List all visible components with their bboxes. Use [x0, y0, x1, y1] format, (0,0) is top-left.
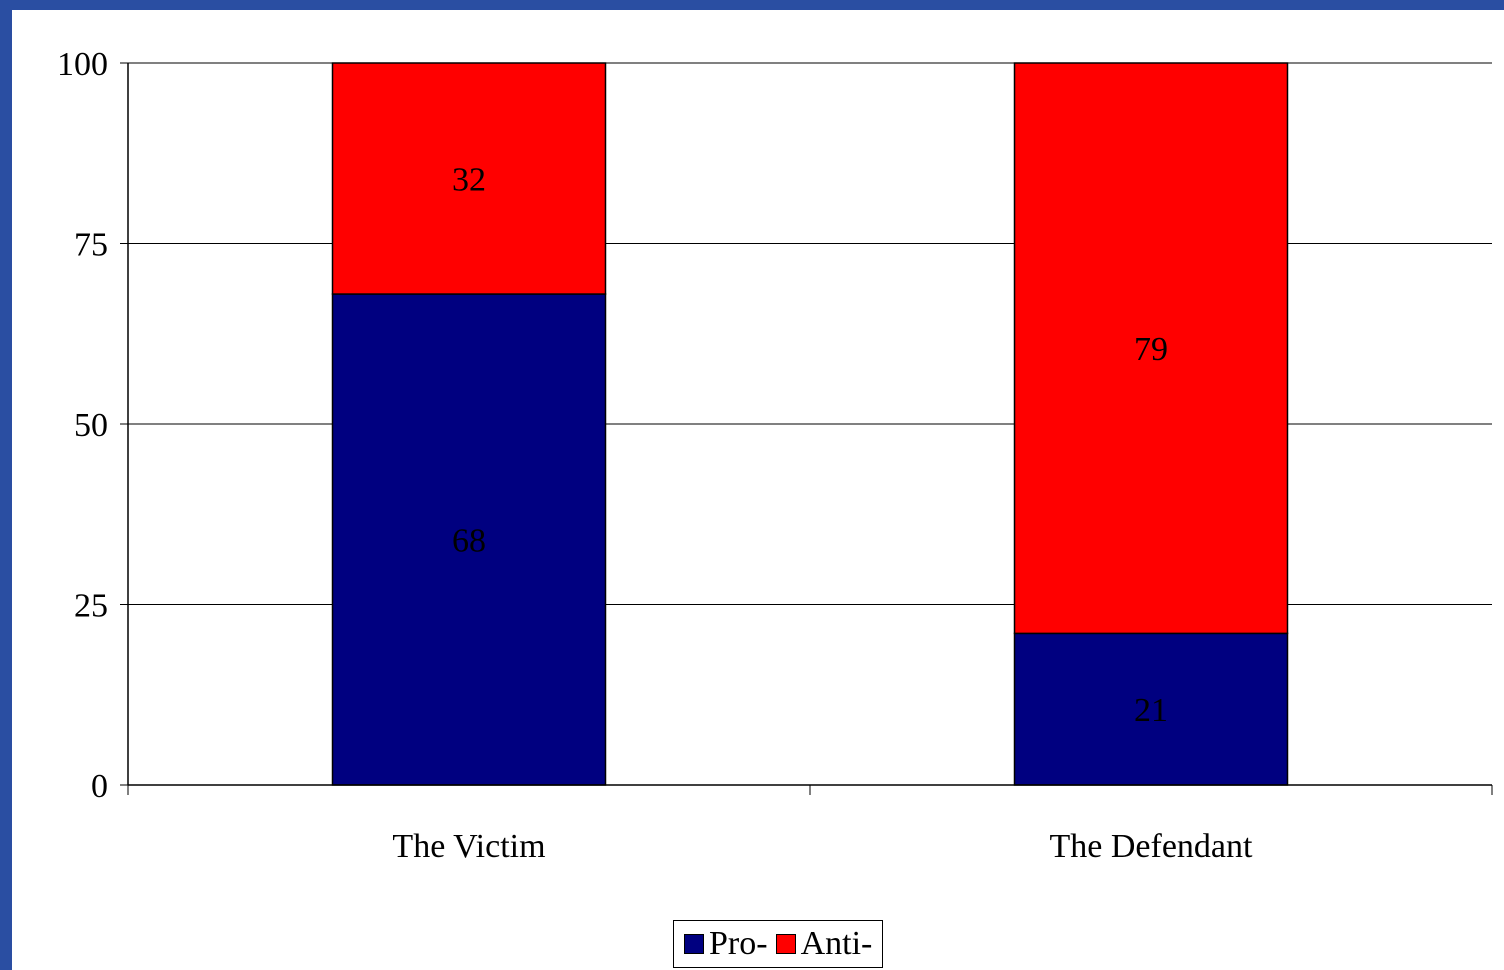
- legend-swatch-anti: [775, 934, 796, 954]
- y-tick-label: 100: [57, 46, 108, 83]
- legend-item-pro: Pro-: [684, 927, 768, 961]
- y-tick-label: 25: [74, 588, 108, 625]
- legend-swatch-pro: [684, 934, 704, 954]
- bar-segment: [331, 62, 607, 295]
- y-tick-label: 75: [74, 227, 108, 264]
- data-label: 21: [1134, 692, 1168, 729]
- legend-label-anti: Anti-: [800, 925, 873, 962]
- bar-segment: [331, 293, 607, 786]
- data-label: 32: [452, 162, 486, 199]
- axes: [127, 63, 1493, 795]
- x-axis-categories: The Victim The Defendant: [392, 828, 1253, 865]
- data-labels: 68 32 21 79: [452, 162, 1168, 730]
- legend: Pro- Anti-: [673, 920, 884, 968]
- chart-frame: 0 25 50 75 100 68 32 21 79 The Victim The Defend…: [12, 10, 1504, 970]
- y-tick-label: 0: [91, 768, 108, 805]
- y-tick-label: 50: [74, 407, 108, 444]
- y-axis-ticks: 0 25 50 75 100: [57, 46, 128, 805]
- data-label: 79: [1134, 331, 1168, 368]
- legend-label-pro: Pro-: [709, 925, 768, 962]
- bars: [331, 62, 1289, 786]
- x-category-label: The Defendant: [1050, 828, 1254, 865]
- x-category-label: The Victim: [392, 828, 545, 865]
- legend-item-anti: Anti-: [775, 925, 873, 962]
- stacked-bar-chart: 0 25 50 75 100 68 32 21 79 The Victim The Defend…: [57, 46, 1493, 865]
- data-label: 68: [452, 523, 486, 560]
- bar-segment: [1013, 62, 1289, 635]
